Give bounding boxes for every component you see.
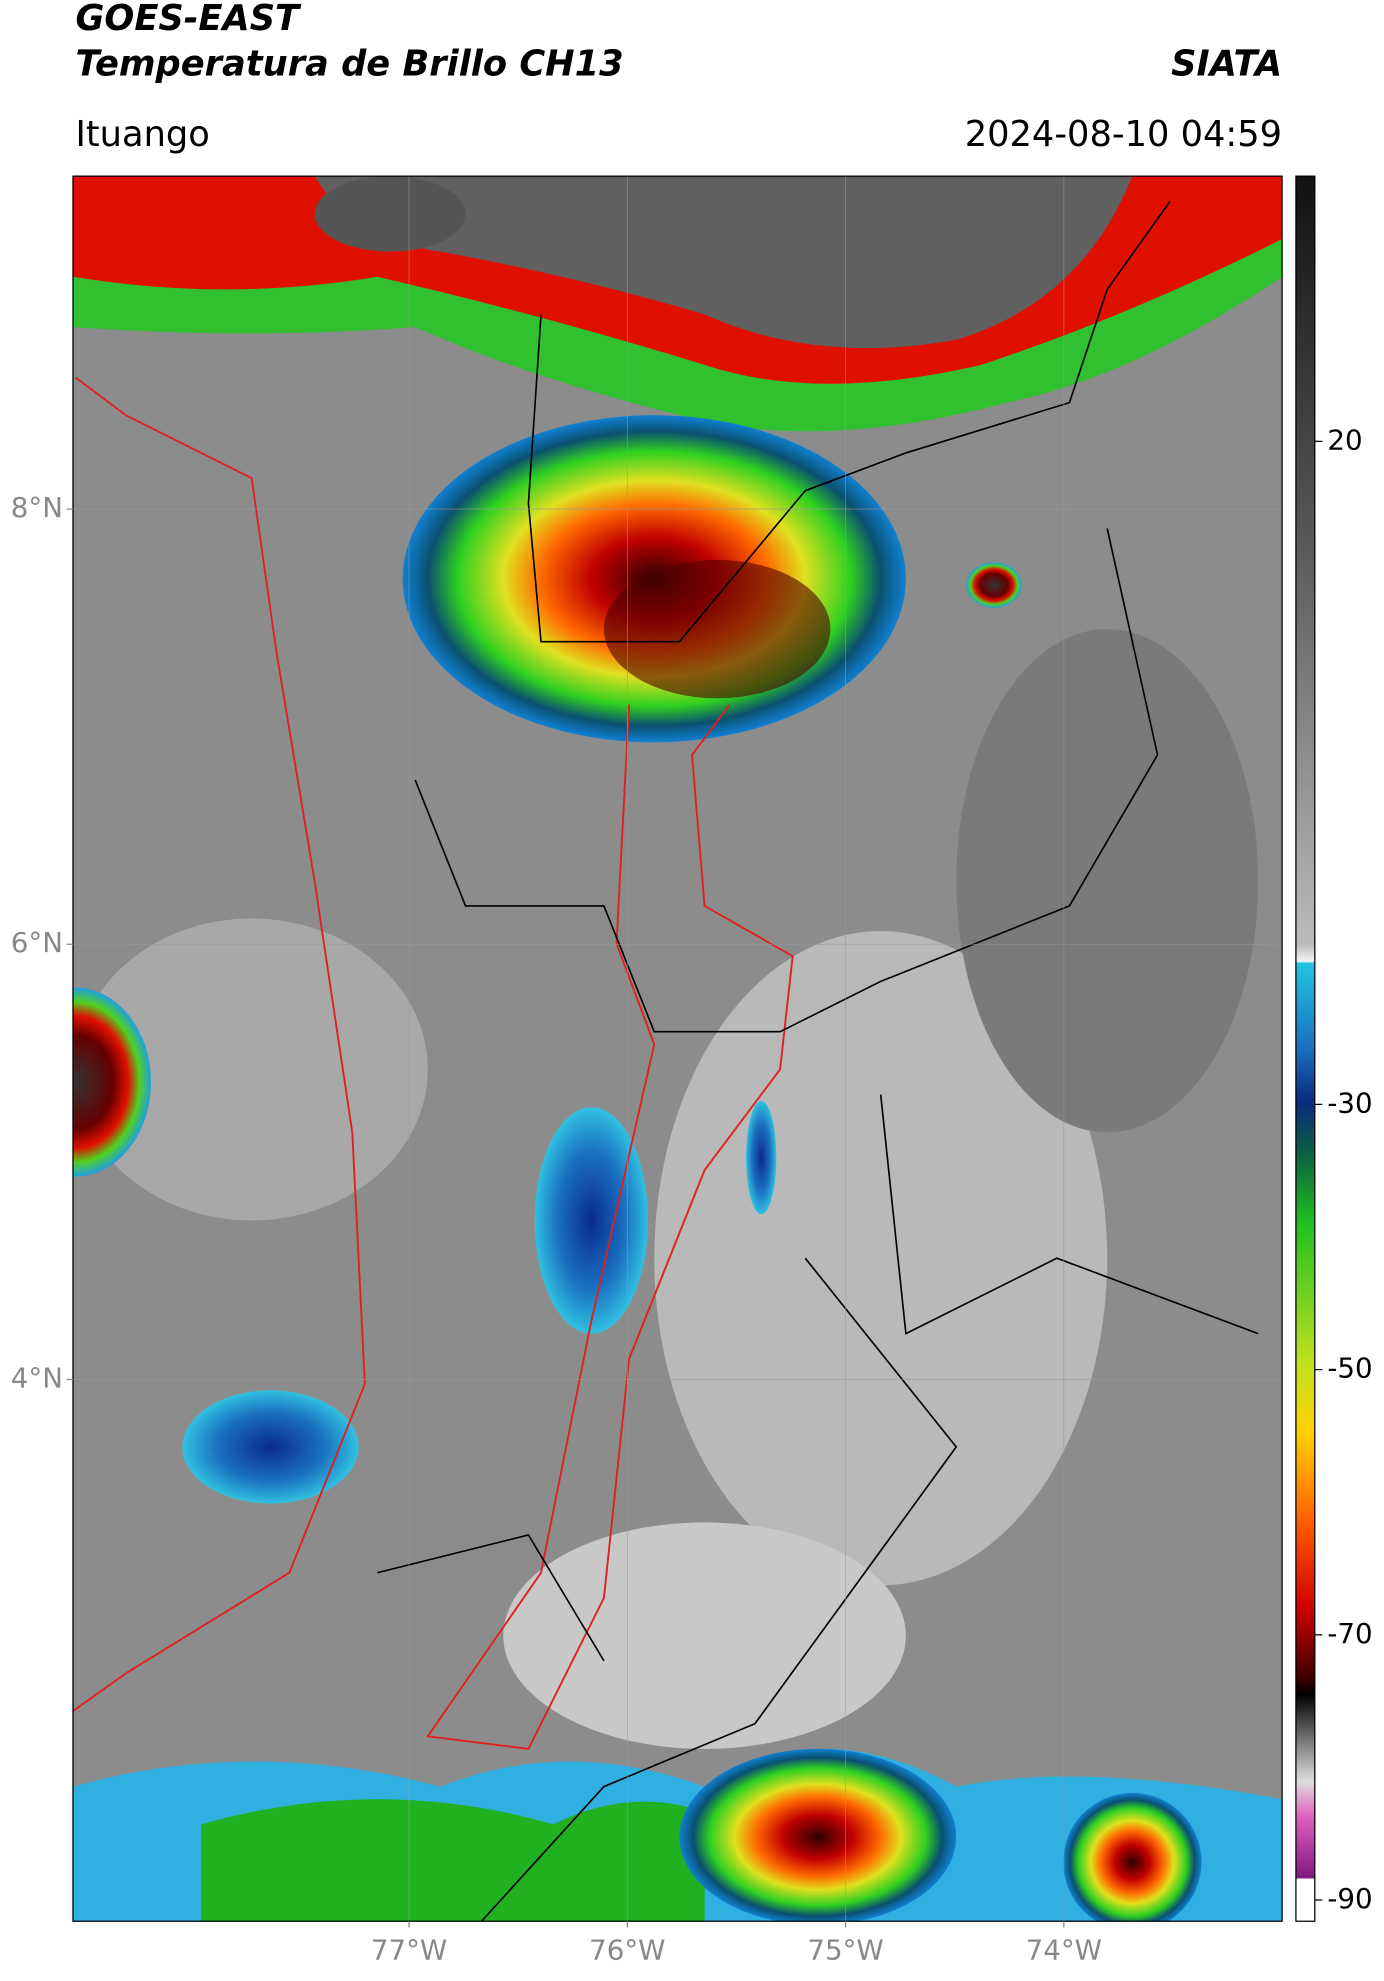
cloud-blue [534,1107,648,1334]
storm-core [603,559,831,699]
lon-label: 77°W [371,1933,447,1966]
graticule [72,176,1283,1922]
lat-label: 8°N [11,491,63,524]
colorbar-label: -30 [1327,1086,1372,1119]
storm-core [314,176,466,252]
product: Temperatura de Brillo CH13 [75,43,623,84]
colorbar [1295,175,1316,1922]
lon-label: 74°W [1026,1933,1102,1966]
storm-core [314,176,1133,349]
map-frame [72,175,1283,1922]
cloud-blue [182,1390,359,1504]
storm-band [201,1799,705,1922]
border-red [426,704,794,1750]
lon-label: 76°W [589,1933,665,1966]
border-red [72,376,366,1712]
border-black [377,200,1259,1922]
storm [72,987,151,1177]
colorbar-label: -70 [1327,1617,1372,1650]
cloud [654,931,1108,1586]
timestamp: 2024-08-10 04:59 [965,114,1282,155]
satellite: GOES-EAST [75,0,302,39]
cloud-blue [746,1100,777,1215]
colorbar-label: -50 [1327,1352,1372,1385]
storm [679,1748,957,1922]
cloud [503,1522,906,1749]
colorbar-label: 20 [1327,423,1362,456]
brand: SIATA [1171,43,1282,84]
lat-label: 6°N [11,926,63,959]
cloud [75,918,428,1221]
storm [966,562,1022,608]
location: Ituango [75,114,209,155]
cloud [956,629,1259,1133]
storm [1063,1792,1202,1922]
colorbar-label: -90 [1327,1882,1372,1915]
lat-label: 4°N [11,1361,63,1394]
satellite-image [72,176,1283,1922]
lon-label: 75°W [807,1933,883,1966]
